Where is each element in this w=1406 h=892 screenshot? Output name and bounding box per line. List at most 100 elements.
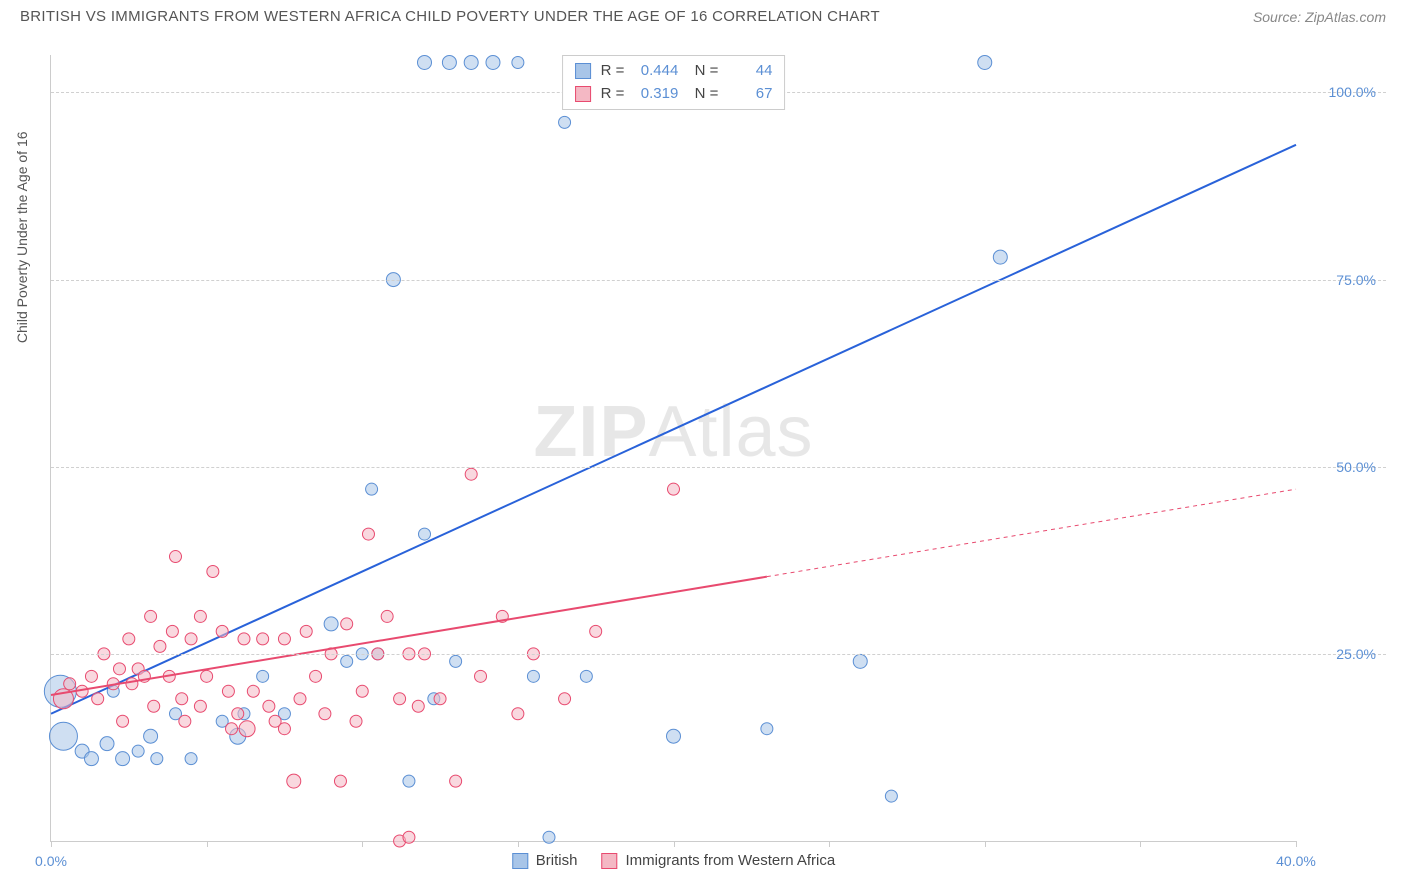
- data-point: [179, 715, 191, 727]
- data-point: [176, 693, 188, 705]
- data-point: [475, 670, 487, 682]
- y-tick-label: 75.0%: [1306, 272, 1376, 288]
- chart-title: BRITISH VS IMMIGRANTS FROM WESTERN AFRIC…: [20, 8, 880, 25]
- data-point: [341, 655, 353, 667]
- legend-swatch-immigrants: [601, 853, 617, 869]
- data-point: [49, 722, 77, 750]
- data-point: [512, 708, 524, 720]
- trend-line: [51, 145, 1296, 714]
- data-point: [559, 116, 571, 128]
- data-point: [300, 625, 312, 637]
- data-point: [294, 693, 306, 705]
- data-point: [166, 625, 178, 637]
- data-point: [238, 633, 250, 645]
- data-point: [154, 640, 166, 652]
- data-point: [464, 55, 478, 69]
- data-point: [434, 693, 446, 705]
- data-point: [978, 55, 992, 69]
- data-point: [151, 753, 163, 765]
- data-point: [113, 663, 125, 675]
- x-tick: [829, 841, 830, 847]
- data-point: [145, 610, 157, 622]
- n-value-immigrants: 67: [722, 83, 772, 106]
- data-point: [419, 528, 431, 540]
- data-point: [232, 708, 244, 720]
- y-tick-label: 100.0%: [1306, 84, 1376, 100]
- data-point: [185, 633, 197, 645]
- stats-row-british: R = 0.444 N = 44: [575, 60, 773, 83]
- grid-line: [51, 654, 1386, 655]
- data-point: [512, 56, 524, 68]
- data-point: [418, 55, 432, 69]
- data-point: [403, 831, 415, 843]
- trend-line-dashed: [767, 489, 1296, 576]
- series-legend: British Immigrants from Western Africa: [512, 852, 835, 869]
- data-point: [356, 685, 368, 697]
- data-point: [216, 625, 228, 637]
- r-value-british: 0.444: [628, 60, 678, 83]
- data-point: [84, 752, 98, 766]
- legend-label-immigrants: Immigrants from Western Africa: [625, 852, 835, 869]
- data-point: [185, 753, 197, 765]
- data-point: [239, 721, 255, 737]
- n-label: N =: [695, 60, 719, 83]
- y-axis-label: Child Poverty Under the Age of 16: [14, 131, 30, 343]
- swatch-immigrants: [575, 86, 591, 102]
- data-point: [287, 774, 301, 788]
- data-point: [527, 670, 539, 682]
- data-point: [993, 250, 1007, 264]
- data-point: [450, 775, 462, 787]
- data-point: [194, 700, 206, 712]
- data-point: [486, 55, 500, 69]
- x-tick-label: 0.0%: [35, 853, 67, 869]
- x-tick: [518, 841, 519, 847]
- data-point: [412, 700, 424, 712]
- grid-line: [51, 280, 1386, 281]
- data-point: [450, 655, 462, 667]
- data-point: [543, 831, 555, 843]
- data-point: [761, 723, 773, 735]
- data-point: [590, 625, 602, 637]
- data-point: [341, 618, 353, 630]
- data-point: [362, 528, 374, 540]
- n-value-british: 44: [722, 60, 772, 83]
- data-point: [668, 483, 680, 495]
- data-point: [201, 670, 213, 682]
- data-point: [92, 693, 104, 705]
- data-point: [403, 775, 415, 787]
- data-point: [64, 678, 76, 690]
- data-point: [194, 610, 206, 622]
- stats-legend: R = 0.444 N = 44 R = 0.319 N = 67: [562, 55, 786, 110]
- data-point: [222, 685, 234, 697]
- data-point: [319, 708, 331, 720]
- data-point: [257, 633, 269, 645]
- legend-swatch-british: [512, 853, 528, 869]
- data-point: [116, 752, 130, 766]
- y-tick-label: 50.0%: [1306, 459, 1376, 475]
- data-point: [667, 729, 681, 743]
- data-point: [885, 790, 897, 802]
- data-point: [144, 729, 158, 743]
- grid-line: [51, 467, 1386, 468]
- n-label: N =: [695, 83, 719, 106]
- data-point: [278, 633, 290, 645]
- data-point: [123, 633, 135, 645]
- legend-item-immigrants: Immigrants from Western Africa: [601, 852, 835, 869]
- swatch-british: [575, 63, 591, 79]
- stats-row-immigrants: R = 0.319 N = 67: [575, 83, 773, 106]
- data-point: [310, 670, 322, 682]
- data-point: [580, 670, 592, 682]
- y-tick-label: 25.0%: [1306, 646, 1376, 662]
- legend-label-british: British: [536, 852, 578, 869]
- data-point: [366, 483, 378, 495]
- trend-line: [51, 577, 767, 695]
- chart-container: Child Poverty Under the Age of 16 ZIPAtl…: [50, 55, 1386, 842]
- r-label: R =: [601, 60, 625, 83]
- data-point: [207, 566, 219, 578]
- x-tick: [985, 841, 986, 847]
- data-point: [334, 775, 346, 787]
- r-value-immigrants: 0.319: [628, 83, 678, 106]
- x-tick: [1296, 841, 1297, 847]
- x-tick: [674, 841, 675, 847]
- data-point: [263, 700, 275, 712]
